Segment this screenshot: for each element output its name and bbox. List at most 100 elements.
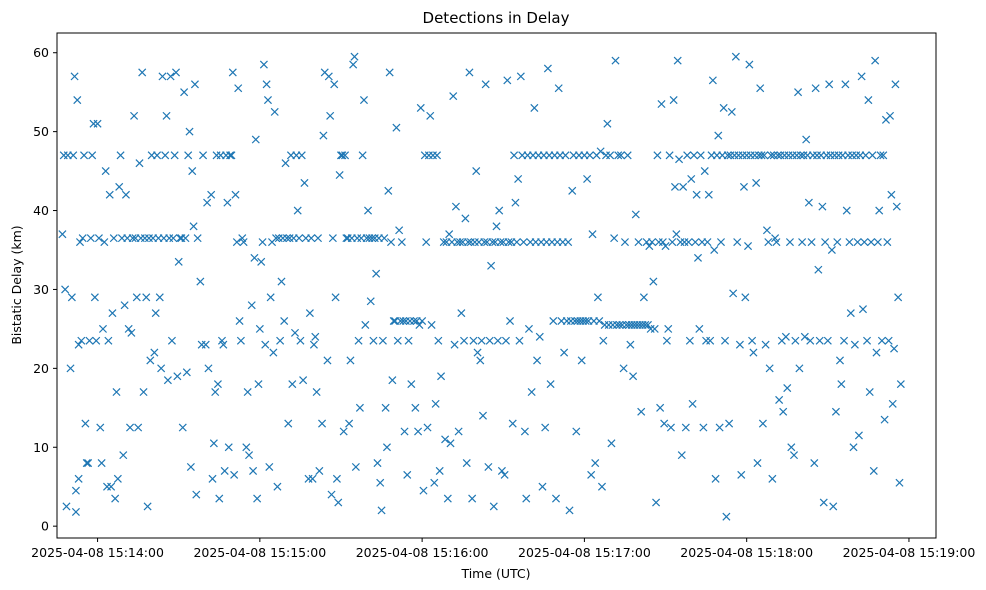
- data-point: [653, 151, 662, 160]
- data-point: [369, 336, 378, 345]
- data-point: [591, 459, 600, 468]
- data-point: [299, 376, 308, 385]
- data-point: [637, 407, 646, 416]
- data-point: [304, 474, 313, 483]
- data-point: [595, 316, 604, 326]
- data-point: [760, 151, 769, 160]
- data-point: [403, 470, 412, 479]
- data-point: [723, 151, 732, 160]
- data-point: [689, 151, 698, 160]
- data-point: [543, 64, 552, 73]
- data-point: [309, 340, 318, 349]
- data-point: [478, 411, 488, 420]
- data-point: [465, 68, 474, 77]
- data-point: [884, 336, 893, 345]
- data-point: [656, 403, 665, 412]
- data-point: [657, 99, 666, 109]
- data-point: [481, 80, 490, 89]
- data-point: [101, 167, 110, 176]
- plot-frame: [56, 32, 937, 539]
- data-point: [606, 151, 615, 160]
- data-point: [405, 316, 414, 326]
- data-point: [892, 202, 901, 211]
- data-point: [75, 238, 85, 247]
- data-point: [738, 151, 747, 160]
- data-point: [727, 107, 736, 116]
- data-point: [688, 399, 697, 408]
- data-point: [741, 293, 750, 302]
- data-point: [136, 234, 145, 243]
- data-points: [58, 52, 905, 521]
- data-point: [895, 478, 904, 487]
- data-point: [247, 301, 256, 310]
- data-point: [105, 190, 114, 199]
- data-point: [850, 340, 859, 349]
- data-point: [381, 403, 390, 412]
- data-point: [236, 336, 245, 345]
- data-point: [272, 234, 281, 243]
- data-point: [432, 151, 442, 160]
- data-point: [213, 380, 222, 389]
- data-point: [71, 486, 80, 495]
- data-point: [503, 76, 512, 85]
- data-point: [215, 494, 224, 503]
- data-point: [880, 415, 889, 424]
- data-point: [756, 84, 765, 93]
- data-point: [189, 222, 198, 231]
- data-point: [366, 297, 375, 306]
- data-point: [668, 238, 677, 247]
- data-point: [124, 324, 133, 333]
- data-point: [673, 56, 682, 65]
- data-point: [174, 257, 183, 266]
- data-point: [848, 151, 857, 160]
- data-point: [472, 167, 481, 176]
- data-point: [228, 68, 237, 77]
- data-point: [73, 96, 82, 105]
- data-point: [282, 234, 291, 243]
- data-point: [165, 234, 174, 243]
- data-point: [872, 348, 881, 357]
- y-tick-label: 40: [33, 203, 49, 218]
- data-point: [666, 423, 675, 432]
- data-point: [143, 502, 152, 511]
- data-point: [424, 151, 433, 160]
- data-point: [896, 380, 905, 389]
- data-point: [259, 60, 268, 69]
- data-point: [501, 336, 510, 345]
- data-point: [795, 364, 804, 373]
- data-point: [661, 242, 670, 251]
- data-point: [787, 443, 796, 452]
- data-point: [894, 293, 903, 302]
- data-point: [577, 356, 586, 365]
- data-point: [812, 151, 822, 160]
- data-point: [219, 340, 228, 349]
- data-point: [480, 238, 489, 247]
- data-point: [885, 111, 895, 120]
- data-point: [358, 151, 367, 160]
- data-point: [411, 403, 420, 412]
- data-point: [602, 151, 611, 160]
- data-point: [460, 336, 469, 345]
- data-point: [146, 356, 155, 365]
- data-point: [877, 336, 886, 345]
- data-point: [109, 234, 118, 243]
- data-point: [280, 316, 289, 326]
- data-point: [512, 238, 521, 247]
- data-point: [702, 336, 711, 345]
- data-point: [197, 340, 206, 349]
- data-point: [70, 72, 79, 81]
- y-tick-label: 50: [33, 124, 49, 139]
- data-point: [739, 182, 748, 191]
- data-point: [871, 56, 880, 65]
- data-point: [171, 68, 181, 77]
- data-point: [120, 301, 129, 310]
- data-point: [495, 206, 504, 215]
- data-point: [464, 238, 473, 247]
- data-point: [451, 202, 460, 211]
- data-point: [455, 238, 465, 247]
- data-point: [163, 376, 172, 385]
- data-point: [446, 439, 455, 448]
- data-point: [293, 206, 302, 215]
- data-point: [232, 238, 241, 247]
- data-point: [504, 238, 513, 247]
